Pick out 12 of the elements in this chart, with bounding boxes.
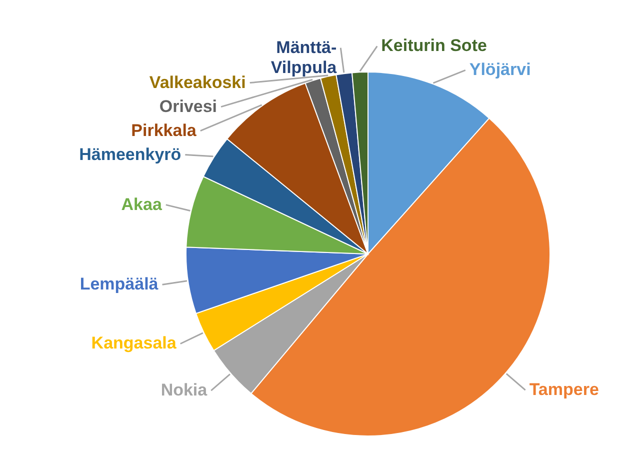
slice-label: Lempäälä	[80, 274, 159, 294]
slice-label: Hämeenkyrö	[79, 144, 182, 164]
slice-label: Keiturin Sote	[381, 36, 487, 56]
slice-label: Valkeakoski	[149, 72, 246, 92]
slice-label: Mänttä-Vilppula	[270, 38, 338, 77]
slice-label: Orivesi	[159, 96, 218, 116]
slice-label: Ylöjärvi	[469, 60, 531, 80]
slice-label: Nokia	[160, 380, 208, 400]
slice-label: Pirkkala	[131, 120, 197, 140]
slice-label: Akaa	[121, 194, 162, 214]
slice-label: Tampere	[529, 380, 599, 400]
slice-label: Kangasala	[91, 334, 177, 353]
